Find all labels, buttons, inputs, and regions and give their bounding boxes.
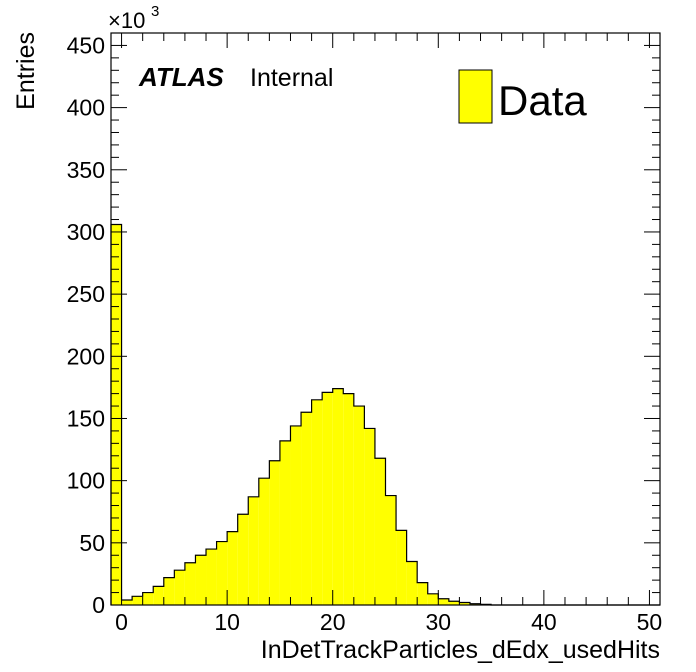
- histogram-bin: [448, 601, 460, 605]
- histogram-bin: [111, 224, 122, 605]
- histogram-bin: [459, 602, 470, 605]
- histogram-bin: [153, 586, 164, 605]
- y-tick-label: 450: [67, 32, 105, 58]
- histogram-bin: [269, 460, 280, 605]
- histogram-bin: [353, 406, 365, 605]
- histogram-bin: [427, 593, 439, 605]
- histogram-bin: [322, 392, 333, 605]
- y-tick-label: 400: [67, 95, 105, 121]
- histogram-bin: [227, 531, 238, 605]
- histogram-bin: [184, 562, 196, 605]
- histogram-bin: [438, 598, 449, 605]
- histogram-bin: [406, 561, 418, 605]
- legend-label: Data: [498, 77, 587, 124]
- y-tick-label: 300: [67, 219, 105, 245]
- histogram-bin: [248, 496, 259, 605]
- y-tick-label: 350: [67, 157, 105, 183]
- x-tick-label: 40: [531, 609, 557, 635]
- histogram-bin: [301, 412, 312, 605]
- histogram-bin: [374, 458, 386, 605]
- tick-labels: 0 10 20 30 40 50 0 50 100 150 200 250 300 350 400 450: [67, 32, 663, 635]
- y-multiplier-label: ×10: [108, 8, 145, 33]
- y-tick-label: 200: [67, 343, 105, 369]
- histogram-bars: [110, 223, 660, 606]
- histogram-bin: [364, 428, 375, 605]
- histogram-bin: [216, 541, 228, 605]
- histogram-bin: [417, 582, 428, 605]
- histogram-bin: [343, 393, 354, 605]
- histogram-bin: [258, 478, 270, 605]
- legend: Data: [458, 69, 587, 124]
- histogram-bin: [396, 530, 407, 605]
- histogram-bin: [332, 388, 344, 605]
- y-tick-label: 50: [79, 530, 105, 556]
- histogram-bin: [385, 495, 397, 605]
- x-tick-label: 10: [214, 609, 240, 635]
- histogram-bin: [195, 555, 207, 605]
- experiment-sublabel: Internal: [250, 64, 333, 92]
- axis-ticks: [111, 32, 660, 606]
- y-tick-label: 150: [67, 405, 105, 431]
- y-tick-label: 100: [67, 468, 105, 494]
- histogram-bin: [469, 603, 481, 605]
- legend-swatch: [458, 69, 493, 124]
- histogram-bin: [311, 399, 323, 605]
- histogram-bin: [121, 600, 133, 605]
- histogram-bin: [237, 514, 249, 605]
- histogram-bin: [206, 549, 217, 605]
- x-tick-label: 0: [115, 609, 128, 635]
- histogram-bin: [163, 577, 175, 605]
- x-tick-label: 30: [425, 609, 451, 635]
- x-axis-label: InDetTrackParticles_dEdx_usedHits: [261, 636, 660, 664]
- y-tick-label: 250: [67, 281, 105, 307]
- x-tick-label: 20: [320, 609, 346, 635]
- y-multiplier-exponent: 3: [151, 3, 159, 20]
- histogram-bin: [279, 440, 291, 605]
- x-tick-label: 50: [637, 609, 663, 635]
- y-axis-label: Entries: [12, 32, 40, 110]
- experiment-label: ATLAS: [138, 62, 224, 92]
- histogram-bin: [142, 592, 154, 605]
- histogram-bin: [174, 570, 185, 605]
- histogram-bin: [132, 596, 143, 605]
- y-tick-label: 0: [92, 592, 105, 618]
- histogram-bin: [290, 425, 302, 605]
